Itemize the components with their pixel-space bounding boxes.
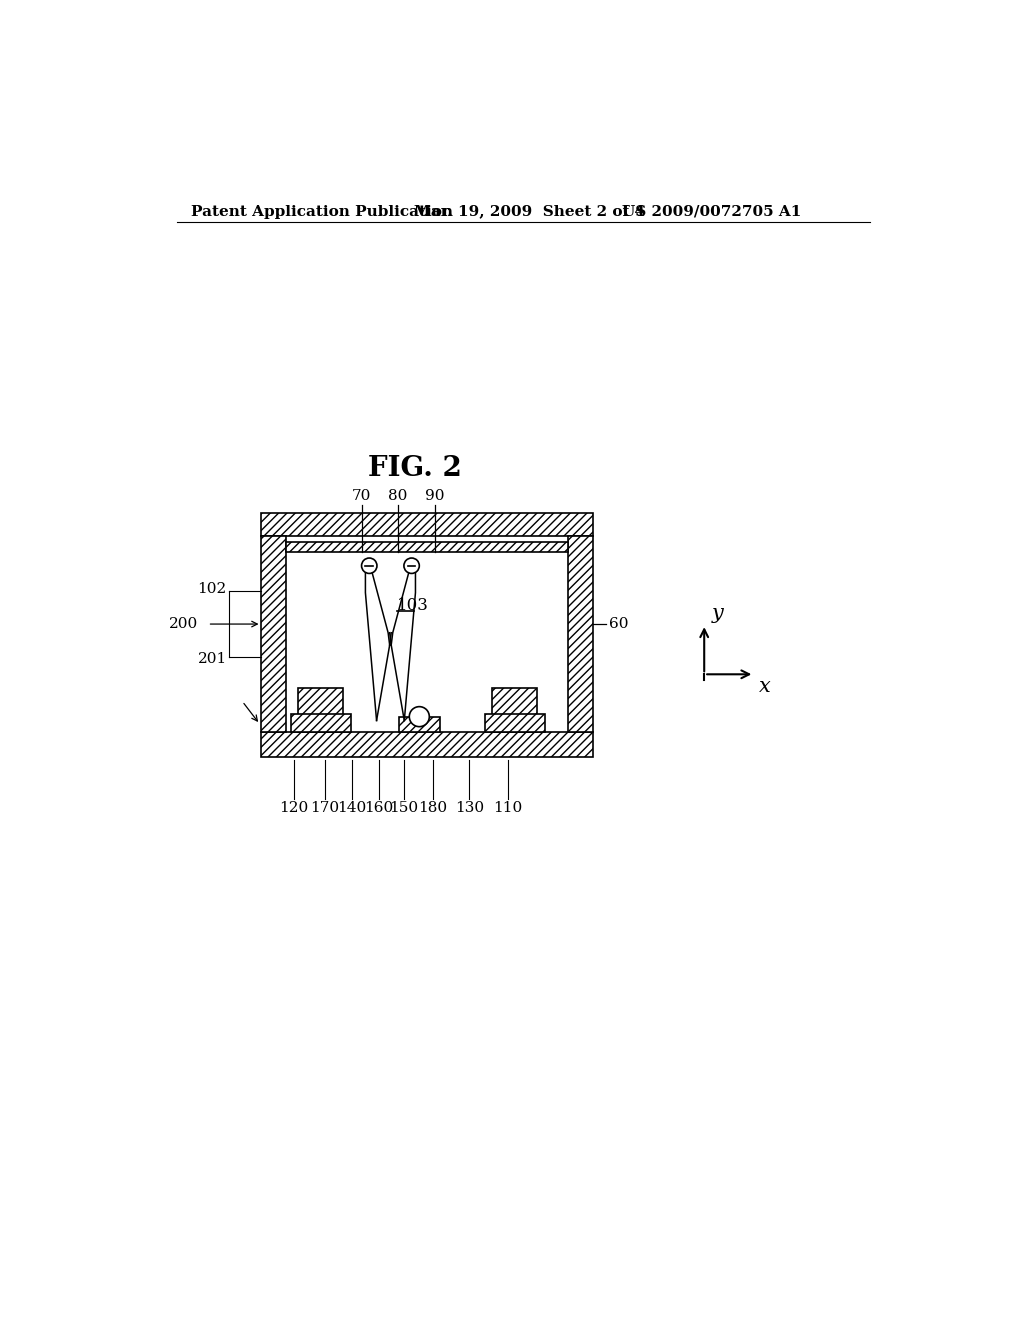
Text: 160: 160: [364, 801, 393, 816]
Bar: [261, 536, 286, 733]
Bar: [493, 688, 538, 733]
Bar: [261, 512, 593, 536]
Text: 110: 110: [494, 801, 522, 816]
Text: 130: 130: [455, 801, 484, 816]
Text: US 2009/0072705 A1: US 2009/0072705 A1: [622, 205, 801, 219]
Bar: [298, 688, 343, 733]
Bar: [261, 512, 593, 536]
Bar: [398, 717, 440, 733]
Text: 120: 120: [280, 801, 308, 816]
Bar: [291, 714, 351, 733]
Text: 60: 60: [609, 616, 629, 631]
Text: x: x: [759, 677, 771, 697]
Text: 140: 140: [337, 801, 367, 816]
Text: FIG. 2: FIG. 2: [368, 455, 462, 482]
Circle shape: [403, 558, 419, 573]
Bar: [261, 733, 593, 756]
Bar: [484, 714, 545, 733]
Bar: [493, 688, 538, 733]
Text: Patent Application Publication: Patent Application Publication: [190, 205, 453, 219]
Bar: [298, 688, 343, 733]
Circle shape: [361, 558, 377, 573]
Text: y: y: [712, 603, 724, 623]
Text: 70: 70: [352, 490, 372, 503]
Bar: [568, 536, 593, 733]
Bar: [261, 536, 286, 733]
Text: 150: 150: [389, 801, 419, 816]
Text: 90: 90: [425, 490, 444, 503]
Bar: [484, 714, 545, 733]
Text: 170: 170: [310, 801, 339, 816]
Bar: [291, 714, 351, 733]
Text: 80: 80: [388, 490, 408, 503]
Bar: [568, 536, 593, 733]
Text: 102: 102: [198, 582, 226, 597]
Text: 103: 103: [396, 597, 428, 614]
Text: 200: 200: [169, 616, 199, 631]
Text: 201: 201: [198, 652, 226, 667]
Bar: [261, 733, 593, 756]
Bar: [286, 543, 568, 552]
Text: 180: 180: [419, 801, 447, 816]
Bar: [398, 717, 440, 733]
Bar: [286, 543, 568, 552]
Circle shape: [410, 706, 429, 726]
Text: Mar. 19, 2009  Sheet 2 of 4: Mar. 19, 2009 Sheet 2 of 4: [414, 205, 645, 219]
